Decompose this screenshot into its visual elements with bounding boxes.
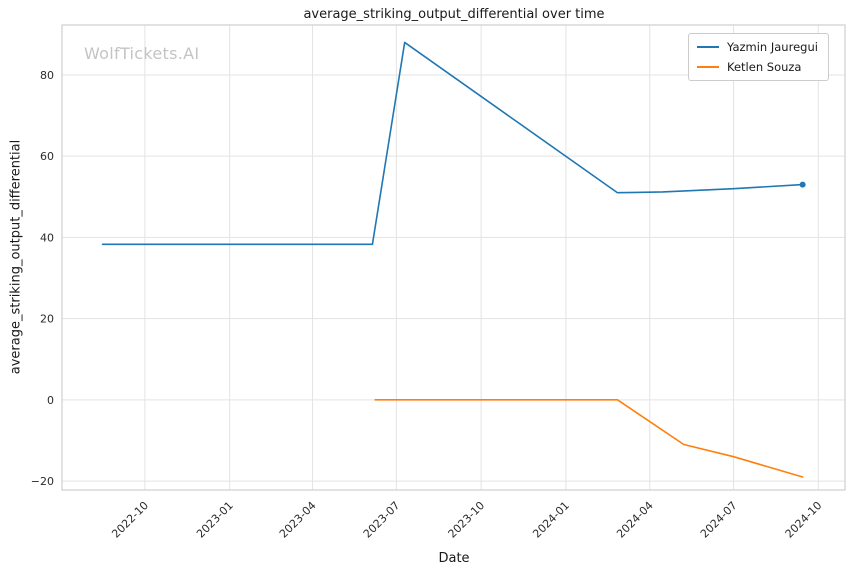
x-tick-label: 2023-04 [277, 499, 319, 541]
x-tick-label: 2024-07 [698, 499, 740, 541]
series-line-ketlen-souza [374, 399, 804, 478]
legend-label: Yazmin Jauregui [727, 40, 818, 54]
legend-item-yazmin-jauregui: Yazmin Jauregui [697, 40, 818, 54]
y-axis-label: average_striking_output_differential [8, 139, 24, 375]
legend-swatch-ketlen-souza [697, 66, 719, 68]
legend-item-ketlen-souza: Ketlen Souza [697, 60, 818, 74]
legend-label: Ketlen Souza [727, 60, 802, 74]
y-tick-label: 20 [40, 313, 54, 326]
y-tick-label: 0 [47, 394, 54, 407]
x-tick-label: 2024-01 [530, 499, 572, 541]
y-tick-label: 80 [40, 69, 54, 82]
x-tick-label: 2023-01 [194, 499, 236, 541]
x-tick-label: 2023-07 [361, 499, 403, 541]
x-tick-label: 2024-10 [783, 499, 825, 541]
legend: Yazmin Jauregui Ketlen Souza [688, 33, 829, 81]
series-line-yazmin-jauregui [101, 41, 804, 246]
plot-border [61, 24, 846, 491]
x-tick-label: 2024-04 [614, 499, 656, 541]
watermark: WolfTickets.AI [84, 44, 200, 63]
chart-title: average_striking_output_differential ove… [303, 7, 605, 22]
legend-swatch-yazmin-jauregui [697, 46, 719, 48]
x-tick-label: 2023-10 [446, 499, 488, 541]
x-axis-label: Date [438, 551, 470, 566]
y-tick-label: −20 [31, 475, 54, 488]
y-tick-label: 60 [40, 150, 54, 163]
y-tick-label: 40 [40, 231, 54, 244]
x-tick-label: 2022-10 [109, 499, 151, 541]
series-end-marker-yazmin-jauregui [799, 181, 806, 188]
